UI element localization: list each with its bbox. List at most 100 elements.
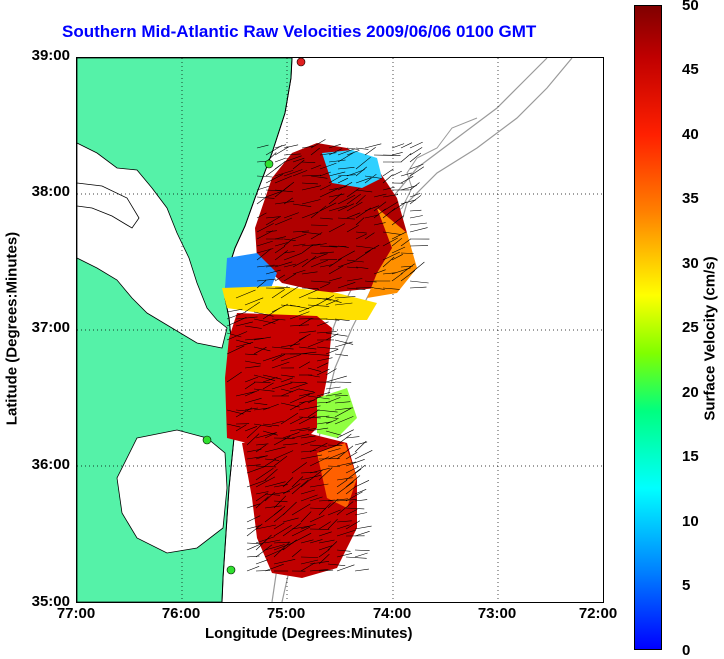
current-vector-icon [283, 197, 294, 205]
current-vector-icon [319, 217, 333, 220]
current-vector-icon [337, 167, 355, 170]
current-vector-icon [318, 467, 333, 481]
current-vector-icon [244, 353, 258, 356]
current-vector-icon [373, 269, 386, 275]
current-vector-icon [282, 432, 300, 439]
current-vector-icon [400, 252, 414, 254]
current-vector-icon [282, 477, 294, 488]
current-vector-icon [246, 503, 260, 509]
current-vector-icon [246, 523, 263, 537]
current-vector-icon [301, 211, 319, 219]
current-vector-icon [316, 415, 330, 418]
current-vector-icon [301, 244, 314, 254]
current-vector-icon [298, 388, 314, 393]
current-vector-icon [325, 318, 340, 321]
current-vector-icon [274, 189, 293, 193]
colorbar-tick: 20 [682, 384, 699, 401]
current-vector-icon [382, 287, 400, 290]
current-vector-icon [274, 170, 294, 177]
current-vector-icon [280, 354, 302, 362]
current-vector-icon [273, 542, 290, 558]
current-vector-icon [255, 534, 272, 551]
current-vector-icon [300, 435, 316, 439]
current-vector-icon [345, 556, 367, 559]
current-vector-icon [307, 427, 329, 432]
current-vector-icon [307, 340, 324, 348]
current-vector-icon [391, 273, 403, 282]
current-vector-icon [310, 139, 326, 149]
current-vector-icon [274, 175, 293, 184]
current-vector-icon [289, 427, 310, 432]
current-vector-icon [382, 186, 395, 191]
current-vector-icon [264, 539, 281, 544]
current-vector-icon [334, 353, 349, 357]
current-vector-icon [327, 509, 341, 516]
current-vector-icon [354, 531, 370, 537]
current-vector-icon [310, 205, 327, 219]
current-vector-icon [300, 475, 321, 481]
current-vector-icon [265, 265, 278, 268]
current-vector-icon [255, 536, 275, 544]
current-vector-icon [364, 232, 375, 240]
current-vector-icon [301, 145, 314, 149]
current-vector-icon [271, 382, 293, 390]
current-vector-icon [265, 215, 282, 226]
current-vector-icon [337, 260, 357, 268]
current-vector-icon [292, 203, 312, 207]
current-vector-icon [327, 451, 345, 460]
colorbar-tick: 45 [682, 61, 699, 78]
current-vector-icon [255, 455, 268, 460]
current-vector-icon [280, 412, 299, 425]
current-vector-icon [264, 563, 284, 572]
current-vector-icon [355, 231, 367, 234]
current-vector-icon [262, 319, 279, 327]
current-vector-icon [273, 541, 291, 544]
current-vector-icon [364, 214, 379, 219]
current-vector-icon [400, 265, 413, 268]
colorbar-tick: 5 [682, 577, 691, 594]
current-vector-icon [253, 346, 271, 352]
current-vector-icon [334, 407, 353, 411]
current-vector-icon [354, 512, 368, 516]
current-vector-icon [226, 423, 241, 428]
current-vector-icon [298, 289, 320, 299]
current-vector-icon [336, 445, 354, 460]
current-vector-icon [292, 170, 308, 177]
current-vector-icon [300, 471, 318, 474]
current-vector-icon [409, 195, 422, 205]
current-vector-icon [310, 164, 322, 170]
current-vector-icon [400, 263, 415, 275]
current-vector-icon [289, 304, 310, 309]
current-vector-icon [291, 548, 302, 558]
current-vector-icon [346, 212, 361, 219]
current-vector-icon [256, 264, 275, 268]
current-vector-icon [256, 196, 267, 205]
current-vector-icon [301, 287, 319, 289]
current-vector-icon [226, 317, 247, 327]
current-vector-icon [354, 552, 368, 558]
current-vector-icon [336, 549, 351, 552]
current-vector-icon [327, 465, 341, 467]
current-vector-icon [319, 251, 334, 254]
current-vector-icon [334, 341, 353, 348]
bathymetry-contour-3 [386, 117, 478, 219]
current-vector-icon [291, 503, 311, 516]
current-vector-icon [289, 335, 307, 348]
current-vector-icon [345, 486, 356, 495]
current-vector-icon [345, 436, 360, 439]
current-vector-icon [298, 392, 316, 397]
current-vector-icon [336, 553, 353, 558]
current-vector-icon [246, 542, 262, 545]
x-tick-label: 77:00 [56, 605, 96, 622]
current-vector-icon [291, 525, 311, 530]
current-vector-icon [337, 182, 353, 191]
current-vector-icon [346, 266, 359, 269]
current-vector-icon [265, 145, 283, 156]
current-vector-icon [336, 479, 348, 488]
current-vector-icon [328, 205, 348, 212]
current-vector-icon [354, 480, 370, 488]
current-vector-icon [273, 450, 294, 460]
current-vector-icon [310, 252, 327, 255]
current-vector-icon [274, 242, 288, 247]
current-vector-icon [274, 287, 290, 289]
